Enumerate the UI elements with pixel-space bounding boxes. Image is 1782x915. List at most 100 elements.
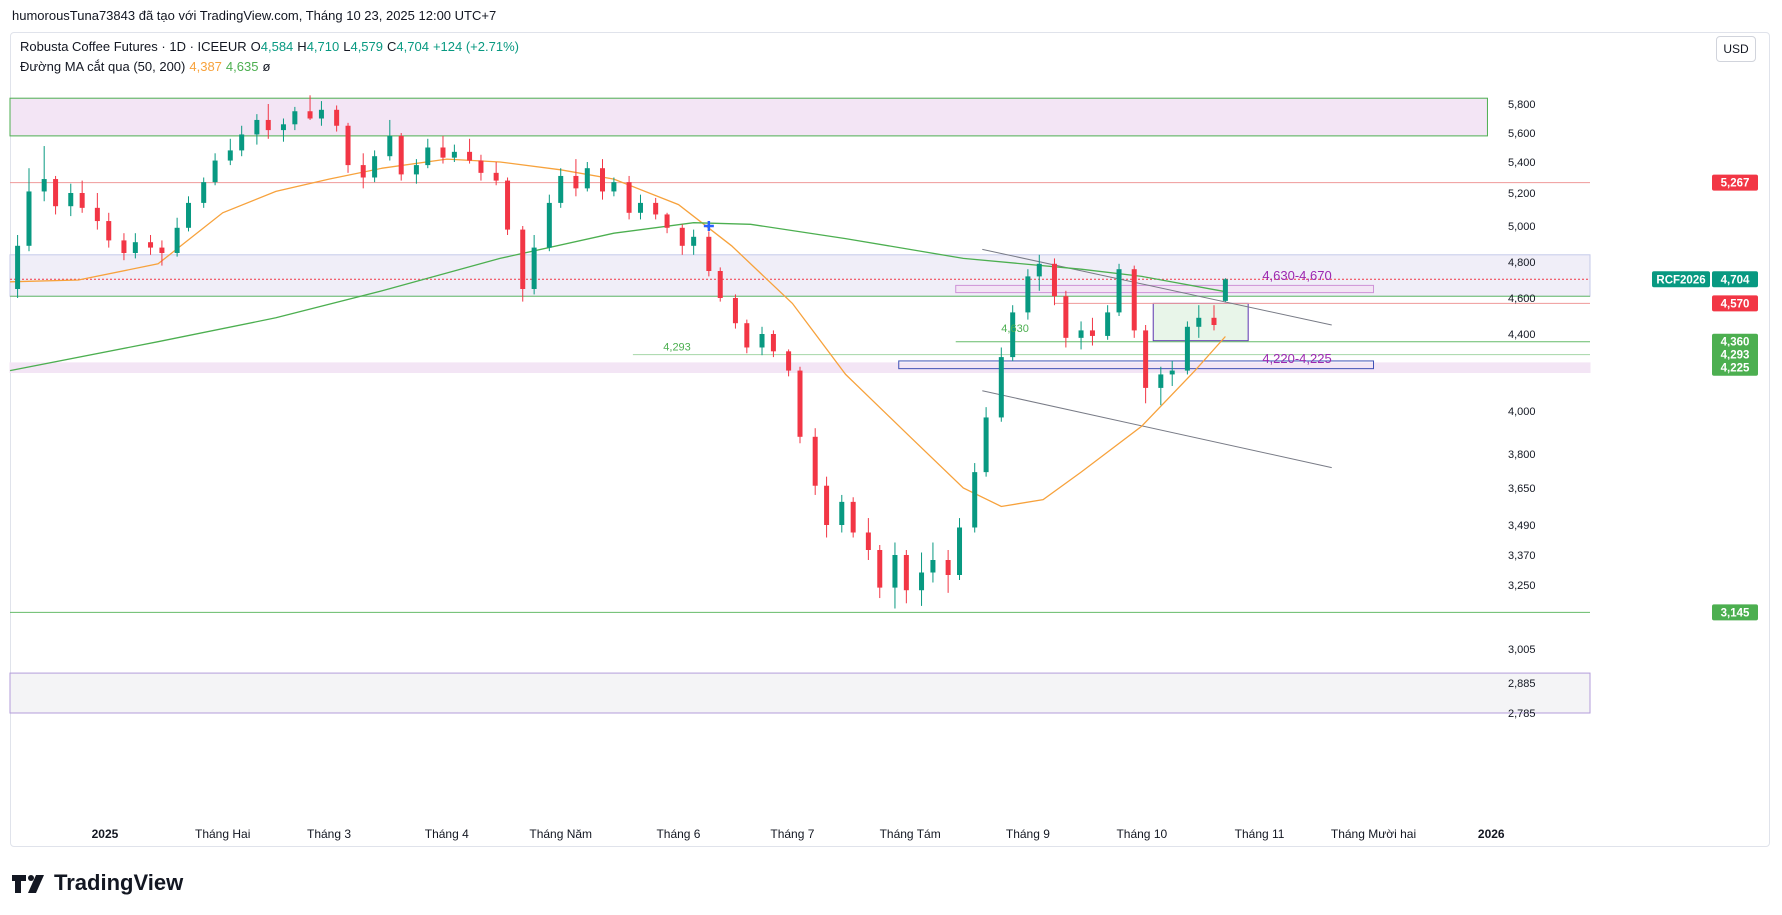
y-tick-label-16: 2,785: [1508, 708, 1536, 720]
candle-39: [531, 247, 537, 289]
price-badge-label-5: 4,293: [1721, 350, 1750, 362]
candle-88: [1184, 326, 1190, 371]
candle-42: [573, 175, 579, 189]
candle-91: [1222, 279, 1228, 301]
trendline-0[interactable]: [982, 248, 1332, 326]
candle-80: [1078, 330, 1084, 338]
x-tick-label-12: 2026: [1478, 827, 1505, 841]
low-value: 4,579: [350, 39, 384, 54]
ma-line-1: [9, 222, 1226, 372]
candle-31: [425, 147, 431, 166]
x-tick-label-1: Tháng Hai: [195, 827, 250, 841]
open-value: 4,584: [260, 39, 294, 54]
candle-4: [68, 193, 74, 207]
ma-indicator-label[interactable]: Đường MA cắt qua (50, 200): [20, 59, 186, 74]
price-badge-5: [1712, 346, 1758, 363]
candle-82: [1105, 312, 1111, 336]
candle-0: [15, 245, 21, 289]
candle-29: [398, 135, 404, 175]
candle-36: [493, 172, 499, 181]
low-label: L: [343, 39, 351, 54]
y-tick-label-15: 2,885: [1508, 678, 1536, 690]
zone-6[interactable]: [9, 672, 1591, 714]
tradingview-logo[interactable]: TradingView: [12, 870, 183, 896]
x-tick-label-7: Tháng Tám: [880, 827, 941, 841]
candle-79: [1063, 296, 1069, 338]
annotation-label-1: 4,220-4,225: [1262, 351, 1331, 366]
price-badge-label-7: 3,145: [1721, 607, 1750, 619]
open-label: O: [250, 39, 261, 54]
candle-27: [372, 156, 378, 178]
candle-21: [292, 111, 298, 125]
price-badge-label-0: 5,267: [1721, 178, 1750, 190]
candle-30: [413, 165, 419, 175]
y-tick-label-0: 5,800: [1508, 99, 1536, 111]
cross-marker-0[interactable]: [703, 221, 714, 231]
x-tick-label-11: Tháng Mười hai: [1331, 827, 1416, 841]
candle-1: [26, 191, 32, 246]
candle-73: [983, 417, 989, 473]
x-tick-label-5: Tháng 6: [656, 827, 700, 841]
candle-41: [558, 175, 564, 203]
price-badge-label-1: RCF2026: [1656, 274, 1705, 286]
price-badge-0: [1712, 174, 1758, 191]
y-tick-label-6: 4,600: [1508, 293, 1536, 305]
candle-64: [865, 532, 871, 550]
y-tick-label-13: 3,250: [1508, 580, 1536, 592]
candle-3: [53, 179, 59, 207]
annotation-label-3: 4,293: [663, 341, 691, 353]
candle-10: [148, 242, 154, 248]
close-value: 4,704: [396, 39, 429, 54]
candle-5: [79, 193, 85, 208]
candle-59: [797, 370, 803, 437]
high-label: H: [297, 39, 307, 54]
x-tick-label-8: Tháng 9: [1006, 827, 1050, 841]
y-tick-label-5: 4,800: [1508, 257, 1536, 269]
y-tick-label-9: 3,800: [1508, 449, 1536, 461]
x-tick-label-9: Tháng 10: [1116, 827, 1167, 841]
candle-11: [159, 247, 165, 253]
high-value: 4,710: [306, 39, 340, 54]
zone-0[interactable]: [9, 97, 1488, 137]
candle-71: [957, 527, 963, 575]
candle-23: [318, 109, 324, 119]
candle-77: [1036, 263, 1042, 277]
currency-button[interactable]: USD: [1716, 36, 1756, 62]
candle-57: [770, 334, 776, 352]
zone-4[interactable]: [898, 360, 1375, 370]
tradingview-logo-icon: [12, 875, 44, 893]
x-tick-label-3: Tháng 4: [425, 827, 469, 841]
ma-line-0: [9, 158, 1226, 508]
candle-83: [1116, 269, 1122, 313]
candle-90: [1211, 317, 1217, 325]
candle-54: [732, 298, 738, 324]
candle-43: [584, 168, 590, 189]
ma-legend: Đường MA cắt qua (50, 200) 4,387 4,635 ø: [20, 59, 270, 74]
candle-84: [1131, 269, 1137, 331]
y-tick-label-7: 4,400: [1508, 329, 1536, 341]
change-value: +124 (+2.71%): [432, 39, 519, 54]
candle-56: [759, 334, 765, 348]
price-badge-label-4: 4,360: [1721, 337, 1750, 349]
y-tick-label-4: 5,000: [1508, 221, 1536, 233]
logo-text: TradingView: [54, 870, 184, 895]
candle-37: [505, 180, 511, 230]
candle-55: [744, 323, 750, 348]
symbol-title[interactable]: Robusta Coffee Futures · 1D · ICEEUR: [20, 39, 247, 54]
candle-13: [186, 202, 192, 228]
close-label: C: [387, 39, 397, 54]
candle-53: [717, 271, 723, 298]
candle-87: [1169, 370, 1175, 375]
candle-32: [440, 147, 446, 158]
candle-62: [839, 501, 845, 525]
candle-16: [227, 150, 233, 161]
x-tick-label-2: Tháng 3: [307, 827, 351, 841]
trendline-1[interactable]: [982, 390, 1332, 469]
candle-63: [850, 501, 856, 533]
candle-74: [998, 357, 1004, 418]
candle-2: [41, 179, 47, 192]
candle-76: [1025, 276, 1031, 313]
x-tick-label-6: Tháng 7: [770, 827, 814, 841]
y-tick-label-14: 3,005: [1508, 644, 1536, 656]
